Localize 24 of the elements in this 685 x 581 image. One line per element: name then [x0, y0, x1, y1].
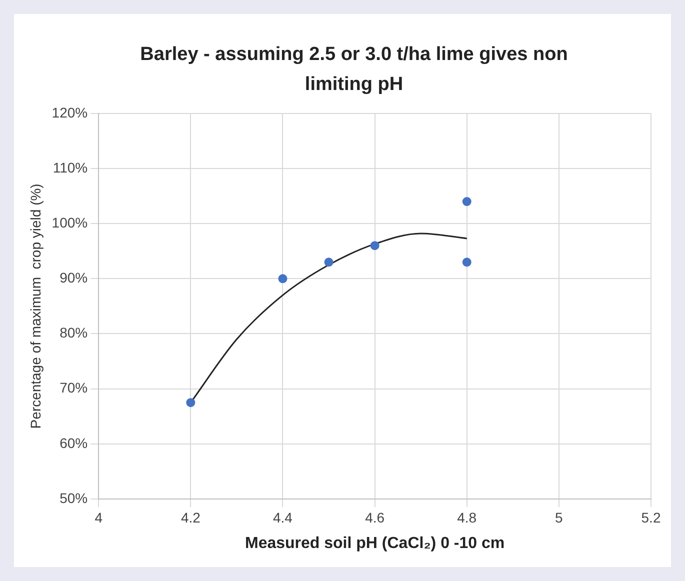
x-tick-label: 4.6: [365, 509, 385, 526]
x-tick-label: 4.2: [180, 509, 201, 526]
y-tick-label: 50%: [60, 490, 88, 506]
point: [462, 258, 472, 267]
x-tick-label: 5: [555, 509, 564, 526]
y-tick-label: 120%: [52, 104, 88, 120]
x-tick-label: 5.2: [641, 509, 661, 526]
point: [370, 241, 380, 250]
y-tick-label: 70%: [60, 380, 88, 396]
x-tick-label: 4.4: [273, 509, 293, 526]
y-tick-label: 60%: [60, 434, 88, 451]
x-tick-label: 4.8: [457, 509, 477, 526]
y-tick-label: 100%: [52, 214, 88, 230]
point: [462, 197, 472, 206]
y-axis-title: Percentage of maximum crop yield (%): [27, 184, 44, 429]
y-tick-label: 80%: [60, 324, 88, 341]
point: [278, 274, 288, 284]
point: [186, 398, 196, 408]
y-tick-label: 110%: [52, 159, 88, 176]
x-tick-label: 4: [94, 509, 103, 526]
x-axis-title: Measured soil pH (CaCl₂) 0 -10 cm: [244, 534, 505, 552]
chart-title: Barley - assuming 2.5 or 3.0 t/ha lime gives non limiting pH: [139, 43, 569, 97]
y-tick-label: 90%: [60, 270, 88, 286]
point: [324, 258, 334, 267]
